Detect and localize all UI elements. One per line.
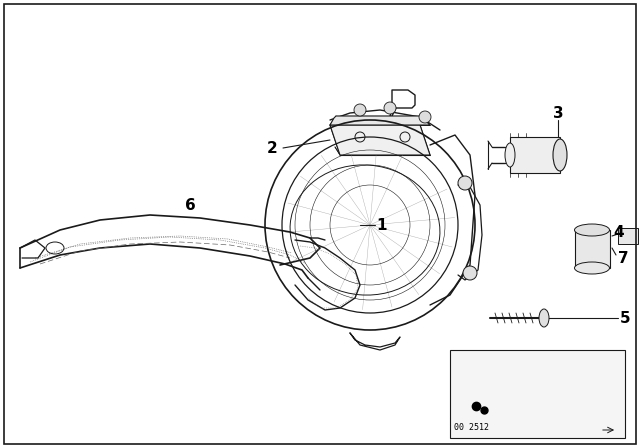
Circle shape: [419, 111, 431, 123]
Ellipse shape: [553, 139, 567, 171]
Bar: [450, 350, 625, 438]
Polygon shape: [330, 125, 430, 155]
Ellipse shape: [539, 309, 549, 327]
Text: 2: 2: [268, 141, 278, 155]
Circle shape: [458, 176, 472, 190]
Ellipse shape: [575, 224, 609, 236]
Circle shape: [384, 102, 396, 114]
Text: 00 2512: 00 2512: [454, 423, 489, 432]
Bar: [575, 230, 610, 268]
Polygon shape: [330, 116, 430, 125]
Text: 5: 5: [620, 310, 630, 326]
Text: 7: 7: [618, 250, 628, 266]
Text: 4: 4: [614, 224, 624, 240]
Text: 1: 1: [377, 217, 387, 233]
Text: 3: 3: [553, 105, 563, 121]
Bar: [510, 137, 560, 173]
Circle shape: [463, 266, 477, 280]
Text: 6: 6: [184, 198, 195, 212]
Ellipse shape: [505, 143, 515, 167]
Ellipse shape: [575, 262, 609, 274]
Circle shape: [354, 104, 366, 116]
Bar: [618, 228, 638, 244]
